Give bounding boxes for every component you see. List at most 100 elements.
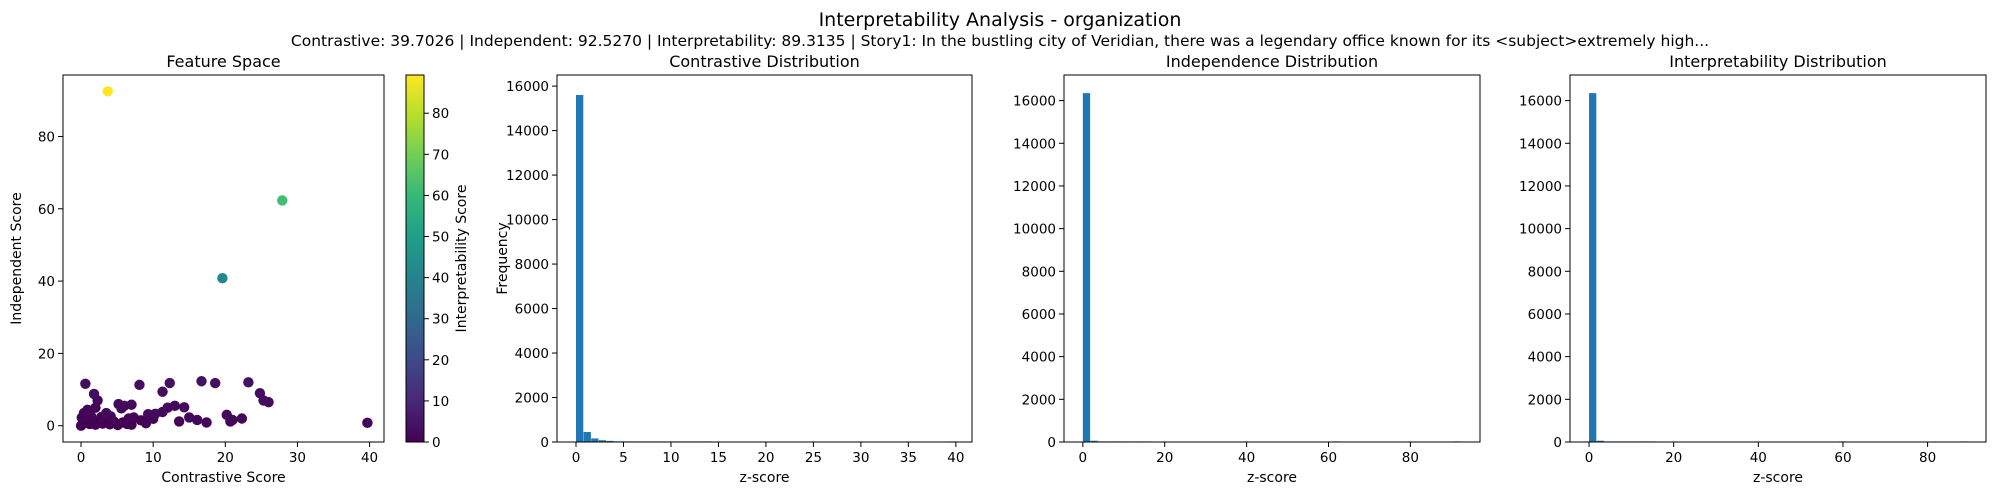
y-tick-label: 10000 [506, 213, 549, 229]
colorbar-tick-label: 70 [432, 147, 449, 163]
plot-frame [62, 74, 385, 443]
y-tick-label: 4000 [1022, 350, 1056, 366]
histogram-bar [591, 438, 599, 442]
x-tick-label: 80 [1402, 450, 1419, 466]
y-tick-label: 4000 [1528, 350, 1562, 366]
scatter-point [178, 402, 190, 413]
x-tick-label: 25 [805, 450, 822, 466]
scatter-point [102, 86, 113, 97]
x-tick-label: 60 [1834, 450, 1851, 466]
x-tick-label: 35 [900, 450, 917, 466]
scatter-point [277, 195, 288, 206]
colorbar-tick-label: 0 [432, 435, 441, 451]
y-tick-label: 0 [1047, 435, 1056, 451]
scatter-point [243, 377, 254, 388]
x-axis-label: z-score [1753, 470, 1803, 486]
x-tick-label: 20 [1156, 450, 1173, 466]
colorbar-tick-label: 30 [432, 312, 449, 328]
y-tick-label: 14000 [506, 124, 549, 140]
contrastive-distribution-panel: Contrastive Distribution 0 5 10 15 20 25 30 35 40… [495, 52, 973, 486]
x-tick-label: 10 [145, 450, 162, 466]
x-tick-label: 40 [1238, 450, 1255, 466]
scatter-point [184, 412, 195, 423]
y-tick-label: 10000 [1013, 222, 1056, 238]
y-tick-label: 6000 [515, 302, 549, 318]
scatter-point [201, 417, 212, 428]
scatter-point [82, 404, 93, 416]
y-tick-label: 8000 [1022, 264, 1056, 280]
y-tick-label: 2000 [1022, 392, 1056, 408]
y-tick-label: 14000 [1519, 136, 1562, 152]
y-tick-label: 10000 [1519, 222, 1562, 238]
plot-frame [556, 74, 973, 443]
x-tick-label: 30 [852, 450, 869, 466]
scatter-point [157, 386, 168, 397]
x-tick-label: 0 [572, 450, 581, 466]
y-tick-label: 40 [38, 274, 55, 290]
plot-frame [1569, 74, 1987, 443]
x-axis-label: Contrastive Score [161, 470, 285, 486]
scatter-point [196, 376, 207, 387]
y-tick-label: 8000 [1528, 264, 1562, 280]
scatter-point [362, 417, 373, 429]
histogram-bar [575, 95, 584, 442]
feature-space-panel: Feature Space 0 10 20 30 40 0 20 40 60 80 Contrasti… [9, 52, 385, 486]
y-tick-label: 80 [38, 129, 55, 145]
y-tick-label: 8000 [515, 257, 549, 273]
y-tick-label: 6000 [1022, 307, 1056, 323]
figure-subtitle: Contrastive: 39.7026 | Independent: 92.5… [291, 32, 1709, 50]
scatter-point [191, 414, 203, 426]
x-tick-label: 5 [619, 450, 628, 466]
histogram-bar [583, 431, 591, 442]
y-tick-label: 12000 [506, 168, 549, 184]
x-tick-label: 15 [710, 450, 727, 466]
histogram-bar [1082, 93, 1091, 442]
y-axis-label: Independent Score [9, 192, 25, 324]
x-tick-label: 20 [217, 450, 234, 466]
scatter-point [258, 395, 269, 406]
panel-title: Feature Space [166, 52, 280, 71]
plot-frame [1063, 74, 1481, 443]
x-tick-label: 40 [1750, 450, 1767, 466]
y-tick-label: 12000 [1013, 179, 1056, 195]
colorbar-tick-label: 80 [432, 106, 449, 122]
y-tick-label: 2000 [1528, 392, 1562, 408]
y-axis-label: Frequency [495, 222, 511, 294]
scatter-point [210, 377, 221, 389]
independence-distribution-panel: Independence Distribution 0 20 40 60 80 0 2000 4… [1013, 52, 1481, 486]
colorbar-tick-label: 40 [432, 271, 449, 287]
y-tick-label: 0 [540, 435, 549, 451]
scatter-point [123, 413, 134, 424]
interpretability-distribution-panel: Interpretability Distribution 0 20 40 60 80 0 2… [1519, 52, 1987, 486]
scatter-point [126, 399, 137, 410]
x-axis-label: z-score [739, 470, 789, 486]
colorbar-tick-label: 10 [432, 394, 449, 410]
x-tick-label: 0 [1585, 450, 1594, 466]
scatter-point [88, 388, 100, 400]
histogram-bar [1596, 440, 1604, 442]
x-tick-label: 0 [77, 450, 86, 466]
y-tick-label: 16000 [506, 79, 549, 95]
x-tick-label: 60 [1320, 450, 1337, 466]
histogram-bar [606, 440, 614, 442]
figure-title: Interpretability Analysis - organization [819, 9, 1182, 31]
scatter-point [164, 377, 175, 389]
scatter-point [227, 414, 238, 426]
colorbar-tick-label: 50 [432, 230, 449, 246]
scatter-point [80, 378, 91, 389]
scatter-point [169, 400, 181, 412]
x-tick-label: 30 [289, 450, 306, 466]
y-tick-label: 16000 [1519, 94, 1562, 110]
colorbar-tick-label: 60 [432, 188, 449, 204]
scatter-point [142, 408, 154, 420]
scatter-point [116, 403, 127, 414]
y-tick-label: 4000 [515, 346, 549, 362]
panel-title: Independence Distribution [1166, 52, 1378, 71]
y-tick-label: 12000 [1519, 179, 1562, 195]
colorbar-gradient [405, 74, 425, 443]
x-tick-label: 40 [947, 450, 964, 466]
y-tick-label: 2000 [515, 391, 549, 407]
panel-title: Interpretability Distribution [1669, 52, 1887, 71]
scatter-point [236, 413, 248, 424]
x-tick-label: 40 [361, 450, 378, 466]
